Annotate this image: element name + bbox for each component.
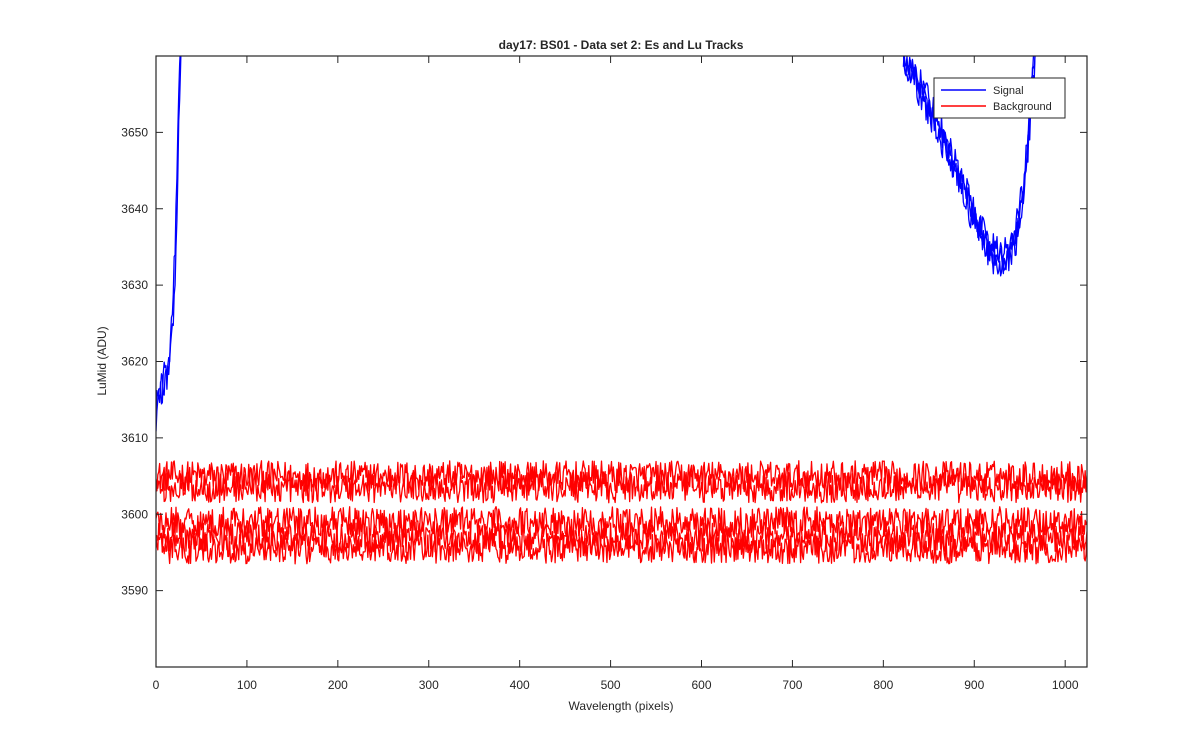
x-tick-label: 100 <box>237 678 257 692</box>
signal-track-4 <box>903 56 1036 271</box>
chart-title: day17: BS01 - Data set 2: Es and Lu Trac… <box>499 38 744 52</box>
x-tick-label: 300 <box>419 678 439 692</box>
y-tick-label: 3630 <box>121 278 148 292</box>
x-tick-label: 200 <box>328 678 348 692</box>
legend-box <box>933 77 1066 119</box>
legend-label-signal: Signal <box>993 85 1024 97</box>
x-tick-label: 1000 <box>1052 678 1079 692</box>
legend-label-background: Background <box>993 101 1052 113</box>
x-tick-label: 0 <box>153 678 160 692</box>
x-tick-label: 800 <box>873 678 893 692</box>
y-tick-label: 3600 <box>121 507 148 521</box>
x-tick-label: 600 <box>691 678 711 692</box>
y-tick-label: 3640 <box>121 202 148 216</box>
x-axis-label: Wavelength (pixels) <box>569 699 674 713</box>
x-tick-label: 400 <box>510 678 530 692</box>
x-axis-ticks: 0 100 200 300 400 500 600 700 800 900 1000 <box>153 56 1079 692</box>
background-track-4 <box>156 521 1087 554</box>
x-tick-label: 900 <box>964 678 984 692</box>
series-layer <box>156 56 1087 565</box>
signal-track-2 <box>156 56 181 414</box>
y-axis-label: LuMid (ADU) <box>95 326 109 395</box>
background-track-5 <box>156 532 1087 565</box>
signal-track-5 <box>902 56 1035 268</box>
x-tick-label: 500 <box>601 678 621 692</box>
background-track-2 <box>156 471 1087 504</box>
y-tick-label: 3650 <box>121 125 148 139</box>
plot-area <box>156 56 1087 667</box>
y-axis-ticks: 3590 3600 3610 3620 3630 3640 3650 <box>121 125 1087 598</box>
y-tick-label: 3610 <box>121 431 148 445</box>
y-tick-label: 3590 <box>121 584 148 598</box>
x-tick-label: 700 <box>782 678 802 692</box>
legend: Signal Background <box>933 77 1066 119</box>
y-tick-label: 3620 <box>121 355 148 369</box>
